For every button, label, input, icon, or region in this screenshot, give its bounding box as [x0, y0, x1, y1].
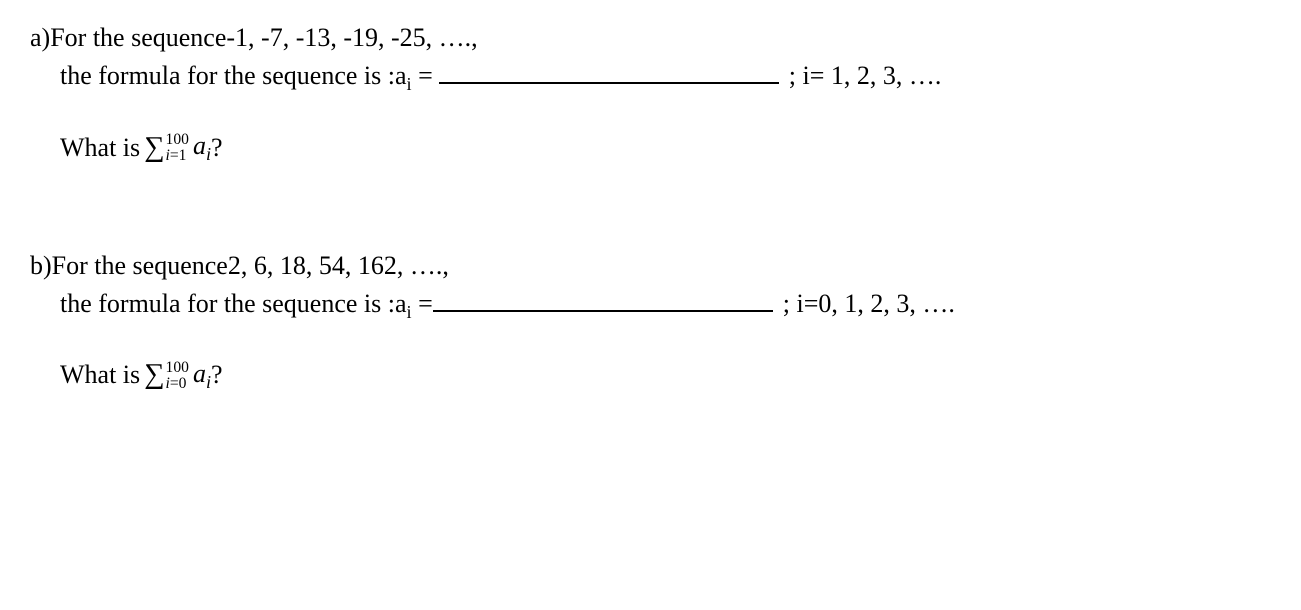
problem-b-blank-short: [433, 284, 513, 312]
problem-a-formula-text: the formula for the sequence is :: [60, 58, 395, 94]
problem-b-formula-text: the formula for the sequence is :: [60, 286, 395, 322]
problem-a-line1: a) For the sequence -1, -7, -13, -19, -2…: [30, 20, 1271, 56]
problem-a-whatis-line: What is ∑ 100 i=1 ai ?: [30, 128, 1271, 168]
term-b: a: [193, 359, 206, 388]
problem-b-ai: ai =: [395, 286, 433, 326]
problem-a-line2: the formula for the sequence is : ai = ;…: [30, 56, 1271, 98]
sum-lower-eq: =1: [170, 147, 187, 164]
problem-b-line2: the formula for the sequence is : ai = ;…: [30, 284, 1271, 326]
problem-b: b) For the sequence 2, 6, 18, 54, 162, ……: [30, 248, 1271, 396]
var-a-b: a: [395, 289, 407, 318]
sum-bounds-a: 100 i=1: [166, 132, 189, 163]
problem-a-blank: [439, 56, 779, 84]
summation-a: ∑ 100 i=1: [144, 132, 189, 163]
problem-a-seq-intro: For the sequence: [50, 20, 226, 56]
term-a: a: [193, 131, 206, 160]
sum-upper-b: 100: [166, 360, 189, 376]
problem-a-ai: ai =: [395, 58, 433, 98]
sum-upper-a: 100: [166, 132, 189, 148]
qmark-b: ?: [211, 357, 223, 393]
problem-a-label: a): [30, 20, 50, 56]
equals-sign-b: =: [412, 289, 433, 318]
qmark-a: ?: [211, 130, 223, 166]
what-is-text: What is: [60, 130, 140, 166]
problem-b-seq-intro: For the sequence: [52, 248, 228, 284]
problem-b-sequence: 2, 6, 18, 54, 162, ….,: [228, 248, 449, 284]
equals-sign: =: [412, 61, 433, 90]
summation-b: ∑ 100 i=0: [144, 360, 189, 391]
sum-lower-eq-b: =0: [170, 375, 187, 392]
sigma-icon: ∑: [144, 134, 164, 163]
sum-term-a: ai: [193, 128, 211, 168]
problem-b-label: b): [30, 248, 52, 284]
problem-b-blank-long: [513, 284, 773, 312]
sum-lower-b: i=0: [166, 376, 189, 392]
sum-term-b: ai: [193, 356, 211, 396]
sigma-icon-b: ∑: [144, 361, 164, 390]
problem-a-index-range: ; i= 1, 2, 3, ….: [789, 58, 942, 94]
problem-a: a) For the sequence -1, -7, -13, -19, -2…: [30, 20, 1271, 168]
problem-b-whatis-line: What is ∑ 100 i=0 ai ?: [30, 356, 1271, 396]
sum-bounds-b: 100 i=0: [166, 360, 189, 391]
sum-lower-a: i=1: [166, 148, 189, 164]
var-a: a: [395, 61, 407, 90]
problem-b-line1: b) For the sequence 2, 6, 18, 54, 162, ……: [30, 248, 1271, 284]
problem-a-sequence: -1, -7, -13, -19, -25, ….,: [226, 20, 477, 56]
what-is-text-b: What is: [60, 357, 140, 393]
problem-b-index-range: ; i=0, 1, 2, 3, ….: [783, 286, 955, 322]
